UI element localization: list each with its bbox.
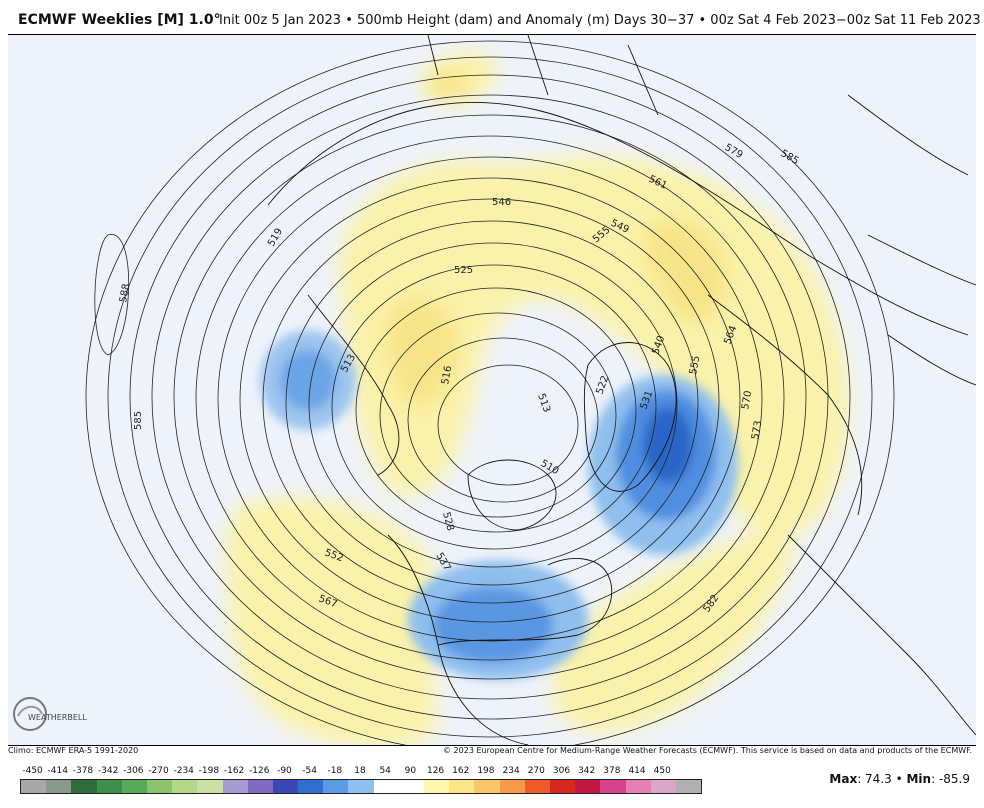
colorbar-label: 18 [354, 766, 366, 776]
colorbar-label: -162 [223, 766, 245, 776]
warm-anomaly-core [386, 71, 728, 407]
climatology-note: Climo: ECMWF ERA-5 1991-2020 [8, 746, 139, 755]
colorbar-swatch [499, 780, 525, 793]
colorbar-label: 198 [477, 766, 495, 776]
colorbar-label: 162 [452, 766, 470, 776]
colorbar-label: 90 [404, 766, 417, 776]
colorbar-label: -306 [123, 766, 144, 776]
colorbar-label: 306 [552, 766, 571, 776]
colorbar-swatch [549, 780, 576, 793]
colorbar-swatch [298, 780, 324, 793]
map-subtitle: Init 00z 5 Jan 2023 • 500mb Height (dam)… [219, 13, 981, 28]
contour-label: 516 [440, 365, 454, 386]
min-label: Min [906, 772, 932, 786]
copyright-note: © 2023 European Centre for Medium-Range … [443, 746, 972, 755]
contour-label: 555 [688, 355, 702, 376]
colorbar-swatch [222, 780, 248, 793]
polar-map[interactable]: 588 585 585 579 561 549 546 525 516 513 … [8, 35, 976, 745]
colorbar-swatch [172, 780, 198, 793]
colorbar-label: 270 [527, 766, 545, 776]
map-panel[interactable]: 588 585 585 579 561 549 546 525 516 513 … [8, 34, 976, 746]
max-label: Max [829, 772, 858, 786]
contour-label: 588 [118, 283, 132, 304]
colorbar-label: -126 [249, 766, 270, 776]
colorbar-label: -450 [22, 766, 43, 776]
svg-text:WEATHERBELL: WEATHERBELL [28, 713, 87, 722]
colorbar-label: -90 [277, 766, 292, 776]
coastlines [267, 35, 976, 745]
contour-label: 528 [440, 511, 456, 532]
colorbar-swatch [650, 780, 676, 793]
colorbar-labels: -450 -414 -378 -342 -306 -270 -234 -198 -162 -126… [18, 766, 702, 778]
colorbar-label: 126 [426, 766, 445, 776]
colorbar-swatch [398, 780, 424, 793]
colorbar-label: 378 [603, 766, 621, 776]
colorbar-swatch [46, 780, 72, 793]
max-value: : 74.3 • [857, 772, 907, 786]
contour-label: 573 [750, 420, 764, 441]
min-value: : -85.9 [931, 772, 970, 786]
colorbar-label: 414 [628, 766, 646, 776]
contour-label: 546 [492, 197, 511, 208]
colorbar-label: 342 [578, 766, 596, 776]
map-title: ECMWF Weeklies [M] 1.0° [18, 12, 221, 28]
colorbar-label: 450 [653, 766, 671, 776]
colorbar-label: -198 [198, 766, 220, 776]
colorbar-label: -342 [97, 766, 119, 776]
colorbar-label: -234 [173, 766, 194, 776]
colorbar-swatch [449, 780, 475, 793]
colorbar-label: -378 [72, 766, 94, 776]
header: ECMWF Weeklies [M] 1.0° Init 00z 5 Jan 2… [0, 0, 984, 40]
height-contours [85, 40, 895, 745]
colorbar-swatch [272, 780, 299, 793]
colorbar-swatch [600, 780, 626, 793]
colorbar-swatch [71, 780, 97, 793]
colorbar-swatch [575, 780, 601, 793]
colorbar-swatch [625, 780, 651, 793]
colorbar-swatch [121, 780, 147, 793]
colorbar-swatch [524, 780, 550, 793]
colorbar-swatch [675, 780, 702, 793]
colorbar-swatch [348, 780, 374, 793]
contour-label: 570 [740, 390, 754, 411]
weatherbell-logo: WEATHERBELL [10, 694, 100, 734]
colorbar-swatch [247, 780, 273, 793]
colorbar-swatch [474, 780, 500, 793]
colorbar-swatch [197, 780, 223, 793]
colorbar-swatch [424, 780, 450, 793]
colorbar-swatch [146, 780, 173, 793]
colorbar-label: 54 [379, 766, 391, 776]
colorbar-label: -18 [327, 766, 343, 776]
colorbar-swatch [21, 780, 47, 793]
anomaly-colorbar [20, 779, 702, 794]
colorbar-swatch [96, 780, 122, 793]
colorbar-label: -54 [302, 766, 317, 776]
contour-label: 525 [454, 265, 473, 276]
colorbar-label: -270 [148, 766, 169, 776]
colorbar-swatch [323, 780, 349, 793]
colorbar-swatch [373, 780, 399, 793]
colorbar-label: 234 [502, 766, 520, 776]
contour-label: 585 [133, 411, 144, 430]
max-min-stats: Max: 74.3 • Min: -85.9 [829, 772, 970, 786]
colorbar-label: -414 [47, 766, 68, 776]
